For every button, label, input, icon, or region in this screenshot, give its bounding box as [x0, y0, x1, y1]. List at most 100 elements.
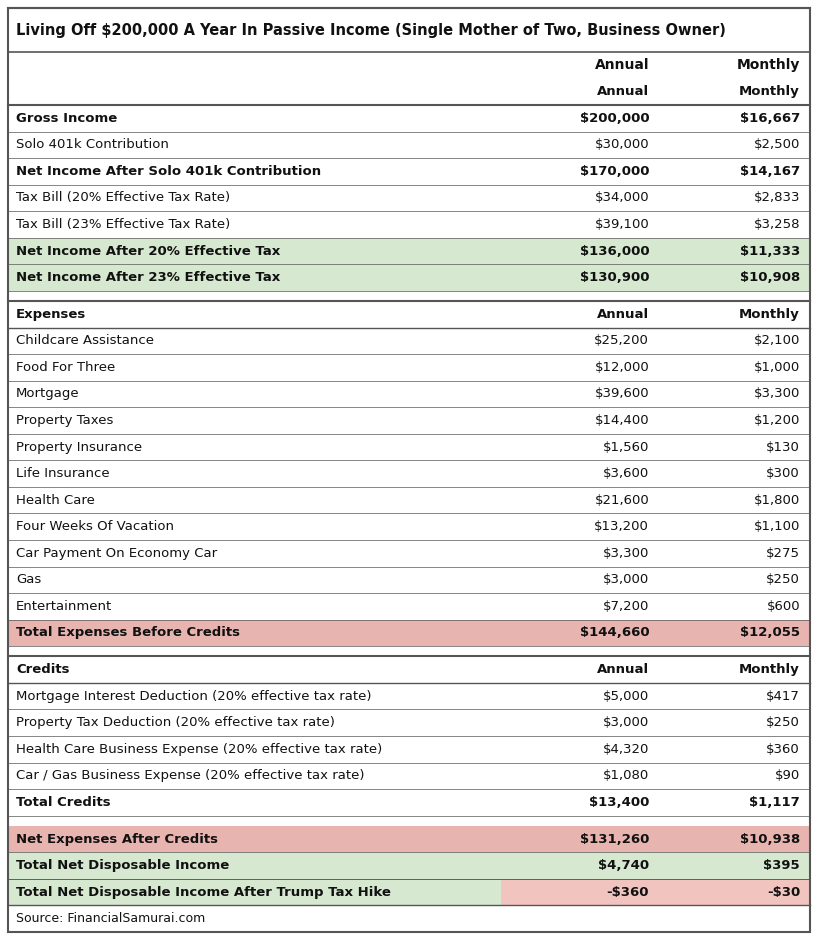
Text: Food For Three: Food For Three — [16, 361, 115, 374]
Text: $1,100: $1,100 — [753, 520, 800, 533]
Text: $12,055: $12,055 — [740, 626, 800, 639]
Text: $13,200: $13,200 — [595, 520, 649, 533]
Text: $4,740: $4,740 — [598, 859, 649, 872]
Text: $3,300: $3,300 — [753, 387, 800, 400]
Text: Annual: Annual — [597, 86, 649, 99]
Text: $130: $130 — [766, 441, 800, 454]
Text: $11,333: $11,333 — [739, 244, 800, 258]
Text: Car / Gas Business Expense (20% effective tax rate): Car / Gas Business Expense (20% effectiv… — [16, 769, 365, 782]
Text: Entertainment: Entertainment — [16, 600, 112, 613]
Text: $16,667: $16,667 — [739, 112, 800, 125]
Text: Monthly: Monthly — [739, 663, 800, 676]
Text: Four Weeks Of Vacation: Four Weeks Of Vacation — [16, 520, 174, 533]
Text: $131,260: $131,260 — [580, 833, 649, 846]
Text: Net Income After 23% Effective Tax: Net Income After 23% Effective Tax — [16, 271, 281, 284]
Text: Health Care Business Expense (20% effective tax rate): Health Care Business Expense (20% effect… — [16, 743, 382, 756]
Text: Total Net Disposable Income After Trump Tax Hike: Total Net Disposable Income After Trump … — [16, 885, 391, 899]
Text: $90: $90 — [775, 769, 800, 782]
Text: -$30: -$30 — [766, 885, 800, 899]
Text: Property Taxes: Property Taxes — [16, 414, 114, 427]
Text: Tax Bill (20% Effective Tax Rate): Tax Bill (20% Effective Tax Rate) — [16, 192, 230, 205]
Text: $2,100: $2,100 — [753, 335, 800, 348]
Text: Monthly: Monthly — [739, 308, 800, 321]
Text: $360: $360 — [766, 743, 800, 756]
Text: $4,320: $4,320 — [603, 743, 649, 756]
Text: Net Income After 20% Effective Tax: Net Income After 20% Effective Tax — [16, 244, 281, 258]
Bar — [8, 879, 501, 905]
Bar — [8, 619, 810, 646]
Text: Expenses: Expenses — [16, 308, 86, 321]
Bar — [8, 238, 810, 264]
Text: $1,000: $1,000 — [753, 361, 800, 374]
Text: $12,000: $12,000 — [595, 361, 649, 374]
Text: $250: $250 — [766, 716, 800, 729]
Text: $1,080: $1,080 — [603, 769, 649, 782]
Text: Childcare Assistance: Childcare Assistance — [16, 335, 154, 348]
Text: $3,258: $3,258 — [753, 218, 800, 231]
Text: $39,600: $39,600 — [595, 387, 649, 400]
Text: Car Payment On Economy Car: Car Payment On Economy Car — [16, 547, 217, 559]
Text: Total Credits: Total Credits — [16, 796, 110, 808]
Text: $1,117: $1,117 — [749, 796, 800, 808]
Text: $39,100: $39,100 — [595, 218, 649, 231]
Text: $600: $600 — [766, 600, 800, 613]
Text: -$360: -$360 — [607, 885, 649, 899]
Text: Gas: Gas — [16, 573, 41, 587]
Bar — [8, 8, 810, 932]
Bar — [8, 853, 810, 879]
Text: $275: $275 — [766, 547, 800, 559]
Text: $10,908: $10,908 — [739, 271, 800, 284]
Text: Health Care: Health Care — [16, 494, 95, 507]
Bar — [8, 264, 810, 290]
Text: Annual: Annual — [595, 58, 649, 72]
Text: Total Expenses Before Credits: Total Expenses Before Credits — [16, 626, 240, 639]
Text: $417: $417 — [766, 690, 800, 703]
Text: $7,200: $7,200 — [603, 600, 649, 613]
Text: Monthly: Monthly — [737, 58, 800, 72]
Text: Net Income After Solo 401k Contribution: Net Income After Solo 401k Contribution — [16, 164, 321, 178]
Text: $3,000: $3,000 — [603, 716, 649, 729]
Text: $5,000: $5,000 — [603, 690, 649, 703]
Bar — [655, 879, 810, 905]
Text: Credits: Credits — [16, 663, 70, 676]
Text: Mortgage: Mortgage — [16, 387, 79, 400]
Text: $13,400: $13,400 — [589, 796, 649, 808]
Text: Source: FinancialSamurai.com: Source: FinancialSamurai.com — [16, 912, 205, 925]
Text: Annual: Annual — [597, 663, 649, 676]
Text: $1,800: $1,800 — [753, 494, 800, 507]
Text: $130,900: $130,900 — [580, 271, 649, 284]
Text: $2,833: $2,833 — [753, 192, 800, 205]
Text: Property Insurance: Property Insurance — [16, 441, 142, 454]
Text: Property Tax Deduction (20% effective tax rate): Property Tax Deduction (20% effective ta… — [16, 716, 335, 729]
Text: $14,400: $14,400 — [595, 414, 649, 427]
Text: $14,167: $14,167 — [739, 164, 800, 178]
Text: Mortgage Interest Deduction (20% effective tax rate): Mortgage Interest Deduction (20% effecti… — [16, 690, 371, 703]
Text: $144,660: $144,660 — [580, 626, 649, 639]
Text: Total Net Disposable Income: Total Net Disposable Income — [16, 859, 229, 872]
Text: $25,200: $25,200 — [595, 335, 649, 348]
Text: Gross Income: Gross Income — [16, 112, 117, 125]
Text: $3,600: $3,600 — [603, 467, 649, 480]
Text: $21,600: $21,600 — [595, 494, 649, 507]
Text: Annual: Annual — [597, 308, 649, 321]
Text: Net Expenses After Credits: Net Expenses After Credits — [16, 833, 218, 846]
Text: $395: $395 — [763, 859, 800, 872]
Text: $3,000: $3,000 — [603, 573, 649, 587]
Text: Monthly: Monthly — [739, 86, 800, 99]
Text: $300: $300 — [766, 467, 800, 480]
Text: $1,200: $1,200 — [753, 414, 800, 427]
Text: $2,500: $2,500 — [753, 138, 800, 151]
Text: Life Insurance: Life Insurance — [16, 467, 110, 480]
Text: Solo 401k Contribution: Solo 401k Contribution — [16, 138, 169, 151]
Text: Tax Bill (23% Effective Tax Rate): Tax Bill (23% Effective Tax Rate) — [16, 218, 230, 231]
Text: Living Off $200,000 A Year In Passive Income (Single Mother of Two, Business Own: Living Off $200,000 A Year In Passive In… — [16, 23, 726, 38]
Text: $30,000: $30,000 — [595, 138, 649, 151]
Text: $3,300: $3,300 — [603, 547, 649, 559]
Text: $136,000: $136,000 — [580, 244, 649, 258]
Text: $200,000: $200,000 — [580, 112, 649, 125]
Text: $10,938: $10,938 — [739, 833, 800, 846]
Bar — [8, 826, 810, 853]
Text: $250: $250 — [766, 573, 800, 587]
Text: $170,000: $170,000 — [580, 164, 649, 178]
Text: $1,560: $1,560 — [603, 441, 649, 454]
